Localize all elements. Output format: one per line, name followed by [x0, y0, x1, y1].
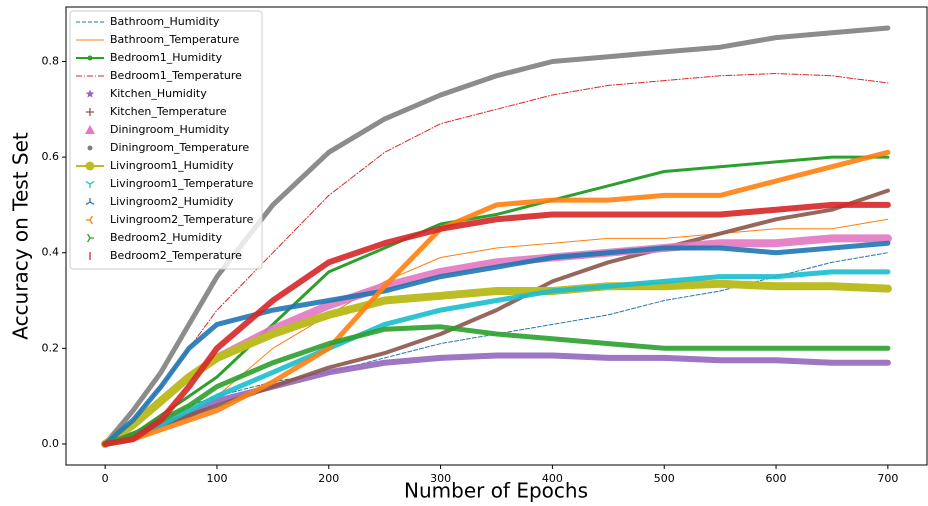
- series-line: [102, 25, 891, 447]
- y-tick-label: 0.0: [42, 437, 60, 450]
- legend-label: Livingroom2_Humidity: [110, 195, 234, 208]
- series-line: [102, 240, 891, 447]
- x-tick-label: 300: [430, 472, 451, 485]
- series-line: [102, 269, 891, 447]
- legend-label: Livingroom1_Temperature: [110, 177, 254, 190]
- plot-frame: [65, 6, 928, 466]
- legend-marker: [85, 198, 95, 205]
- legend-label: Bedroom2_Temperature: [110, 249, 242, 262]
- legend-label: Diningroom_Humidity: [110, 123, 230, 136]
- legend-label: Diningroom_Temperature: [110, 141, 249, 154]
- legend-marker: [86, 108, 94, 116]
- legend-marker: [85, 89, 95, 98]
- legend-label: Bathroom_Temperature: [110, 33, 239, 46]
- legend-marker: [85, 181, 95, 188]
- series-line: [102, 324, 891, 447]
- y-tick-label: 0.2: [42, 341, 60, 354]
- y-tick-label: 0.4: [42, 246, 60, 259]
- legend-box: [69, 10, 263, 270]
- legend-marker: [85, 161, 95, 171]
- legend-label: Bedroom1_Humidity: [110, 51, 223, 64]
- x-tick-label: 600: [766, 472, 787, 485]
- legend-label: Bathroom_Humidity: [110, 15, 220, 28]
- x-tick-label: 400: [542, 472, 563, 485]
- x-tick-label: 0: [102, 472, 109, 485]
- y-tick-label: 0.6: [42, 150, 60, 163]
- x-axis-label: Number of Epochs: [404, 479, 588, 503]
- y-axis-label: Accuracy on Test Set: [9, 132, 33, 340]
- x-tick-label: 700: [877, 472, 898, 485]
- legend-marker: [87, 233, 94, 243]
- series-line: [102, 352, 891, 447]
- legend: Bathroom_Humidity Bathroom_Temperature Bed…: [69, 10, 263, 270]
- x-tick-label: 500: [654, 472, 675, 485]
- legend-marker: [86, 215, 93, 225]
- legend-label: Livingroom1_Humidity: [110, 159, 234, 172]
- x-tick-label: 100: [206, 472, 227, 485]
- legend-label: Bedroom2_Humidity: [110, 231, 223, 244]
- legend-label: Kitchen_Temperature: [110, 105, 227, 118]
- legend-label: Kitchen_Humidity: [110, 87, 207, 100]
- y-tick-label: 0.8: [42, 55, 60, 68]
- series-line: [102, 201, 891, 447]
- x-tick-label: 200: [318, 472, 339, 485]
- legend-marker: [87, 55, 93, 61]
- series-line: [103, 155, 890, 446]
- legend-marker: [85, 125, 95, 134]
- legend-label: Bedroom1_Temperature: [110, 69, 242, 82]
- legend-marker: [87, 145, 93, 151]
- series-line: [101, 279, 892, 448]
- series-line: [103, 188, 890, 446]
- legend-label: Livingroom2_Temperature: [110, 213, 254, 226]
